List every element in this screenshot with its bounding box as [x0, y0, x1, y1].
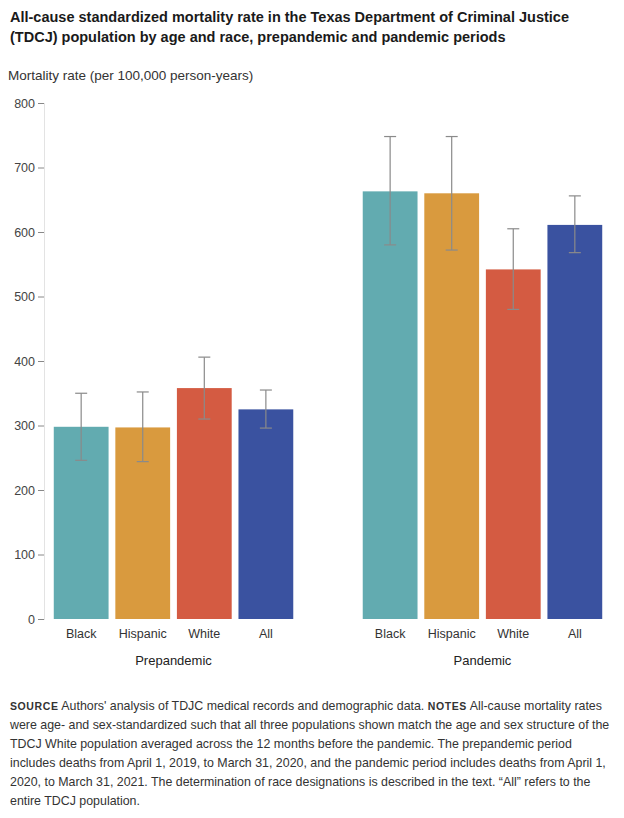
y-tick-mark: [38, 490, 44, 491]
error-bar-cap: [384, 136, 396, 137]
notes-text: All-cause mortality rates were age- and …: [10, 699, 609, 808]
y-tick-mark: [38, 361, 44, 362]
error-bar-cap: [569, 252, 581, 253]
error-bar-cap: [507, 228, 519, 229]
y-tick-label: 500: [14, 290, 35, 304]
error-bar-stem: [513, 229, 514, 310]
y-tick: 0: [28, 613, 44, 627]
y-tick: 300: [14, 419, 44, 433]
bar: [177, 388, 232, 619]
error-bar: [384, 137, 396, 245]
y-tick: 500: [14, 290, 44, 304]
bar: [486, 269, 541, 619]
footer: SOURCE Authors' analysis of TDJC medical…: [10, 697, 616, 811]
source-label: SOURCE: [10, 700, 59, 712]
y-tick-label: 600: [14, 226, 35, 240]
y-tick-mark: [38, 426, 44, 427]
y-tick-label: 200: [14, 484, 35, 498]
error-bar-stem: [451, 137, 452, 251]
y-axis-line: [38, 104, 45, 620]
x-labels: Black Hispanic White All Prepandemic Black His…: [66, 627, 582, 668]
error-bar: [75, 393, 87, 460]
y-tick-mark: [38, 619, 44, 620]
error-bar-stem: [81, 393, 82, 460]
y-tick-mark: [38, 103, 44, 104]
error-bar-cap: [507, 309, 519, 310]
y-tick-label: 800: [14, 97, 35, 111]
error-bar-cap: [137, 391, 149, 392]
y-tick-mark: [38, 232, 44, 233]
bar-label: Hispanic: [428, 627, 476, 641]
chart-title: All-cause standardized mortality rate in…: [10, 7, 610, 47]
bar-label: Hispanic: [119, 627, 167, 641]
error-bar-cap: [137, 461, 149, 462]
error-bar-cap: [446, 136, 458, 137]
y-tick: 200: [14, 484, 44, 498]
y-tick-label: 700: [14, 161, 35, 175]
bar: [547, 225, 602, 619]
chart-svg: Mortality rate (per 100,000 person-years…: [0, 0, 624, 818]
error-bar-stem: [142, 392, 143, 462]
group-label: Pandemic: [454, 653, 512, 668]
bar: [424, 193, 479, 619]
error-bar-cap: [75, 393, 87, 394]
y-tick: 700: [14, 161, 44, 175]
y-tick: 800: [14, 97, 44, 111]
group-label: Prepandemic: [135, 653, 212, 668]
error-bar-cap: [260, 427, 272, 428]
source-text: Authors' analysis of TDJC medical record…: [61, 699, 424, 713]
error-bar-cap: [569, 195, 581, 196]
error-bar-stem: [574, 196, 575, 253]
y-tick-label: 100: [14, 548, 35, 562]
bar-label: All: [568, 627, 582, 641]
bar-label: Black: [375, 627, 406, 641]
y-axis: 0 100 200 300 400 500 600 700 800: [14, 97, 44, 627]
y-tick-mark: [38, 168, 44, 169]
error-bar-cap: [260, 389, 272, 390]
error-bar-cap: [384, 244, 396, 245]
y-tick-label: 400: [14, 355, 35, 369]
bar-label: All: [259, 627, 273, 641]
bar-label: White: [497, 627, 529, 641]
y-tick-mark: [38, 297, 44, 298]
y-tick: 400: [14, 355, 44, 369]
error-bar-stem: [265, 390, 266, 428]
page: {"chart_data": { "type": "bar", "title":…: [0, 0, 624, 818]
bar: [238, 409, 293, 619]
error-bar: [446, 137, 458, 251]
error-bar: [198, 357, 210, 419]
error-bar-stem: [390, 137, 391, 245]
error-bar: [569, 196, 581, 253]
error-bar: [260, 390, 272, 428]
error-bar-cap: [446, 249, 458, 250]
y-tick-label: 0: [28, 613, 35, 627]
error-bar-stem: [204, 357, 205, 419]
bar-label: White: [188, 627, 220, 641]
error-bar: [137, 392, 149, 462]
plot-area: [54, 137, 602, 619]
error-bar-cap: [75, 460, 87, 461]
bar: [363, 191, 418, 619]
notes-label: NOTES: [428, 700, 467, 712]
y-tick-label: 300: [14, 419, 35, 433]
y-tick: 100: [14, 548, 44, 562]
y-tick: 600: [14, 226, 44, 240]
y-tick-mark: [38, 555, 44, 556]
bar-label: Black: [66, 627, 97, 641]
y-axis-title: Mortality rate (per 100,000 person-years…: [8, 68, 253, 83]
error-bar-cap: [198, 357, 210, 358]
error-bar-cap: [198, 418, 210, 419]
error-bar: [507, 229, 519, 310]
